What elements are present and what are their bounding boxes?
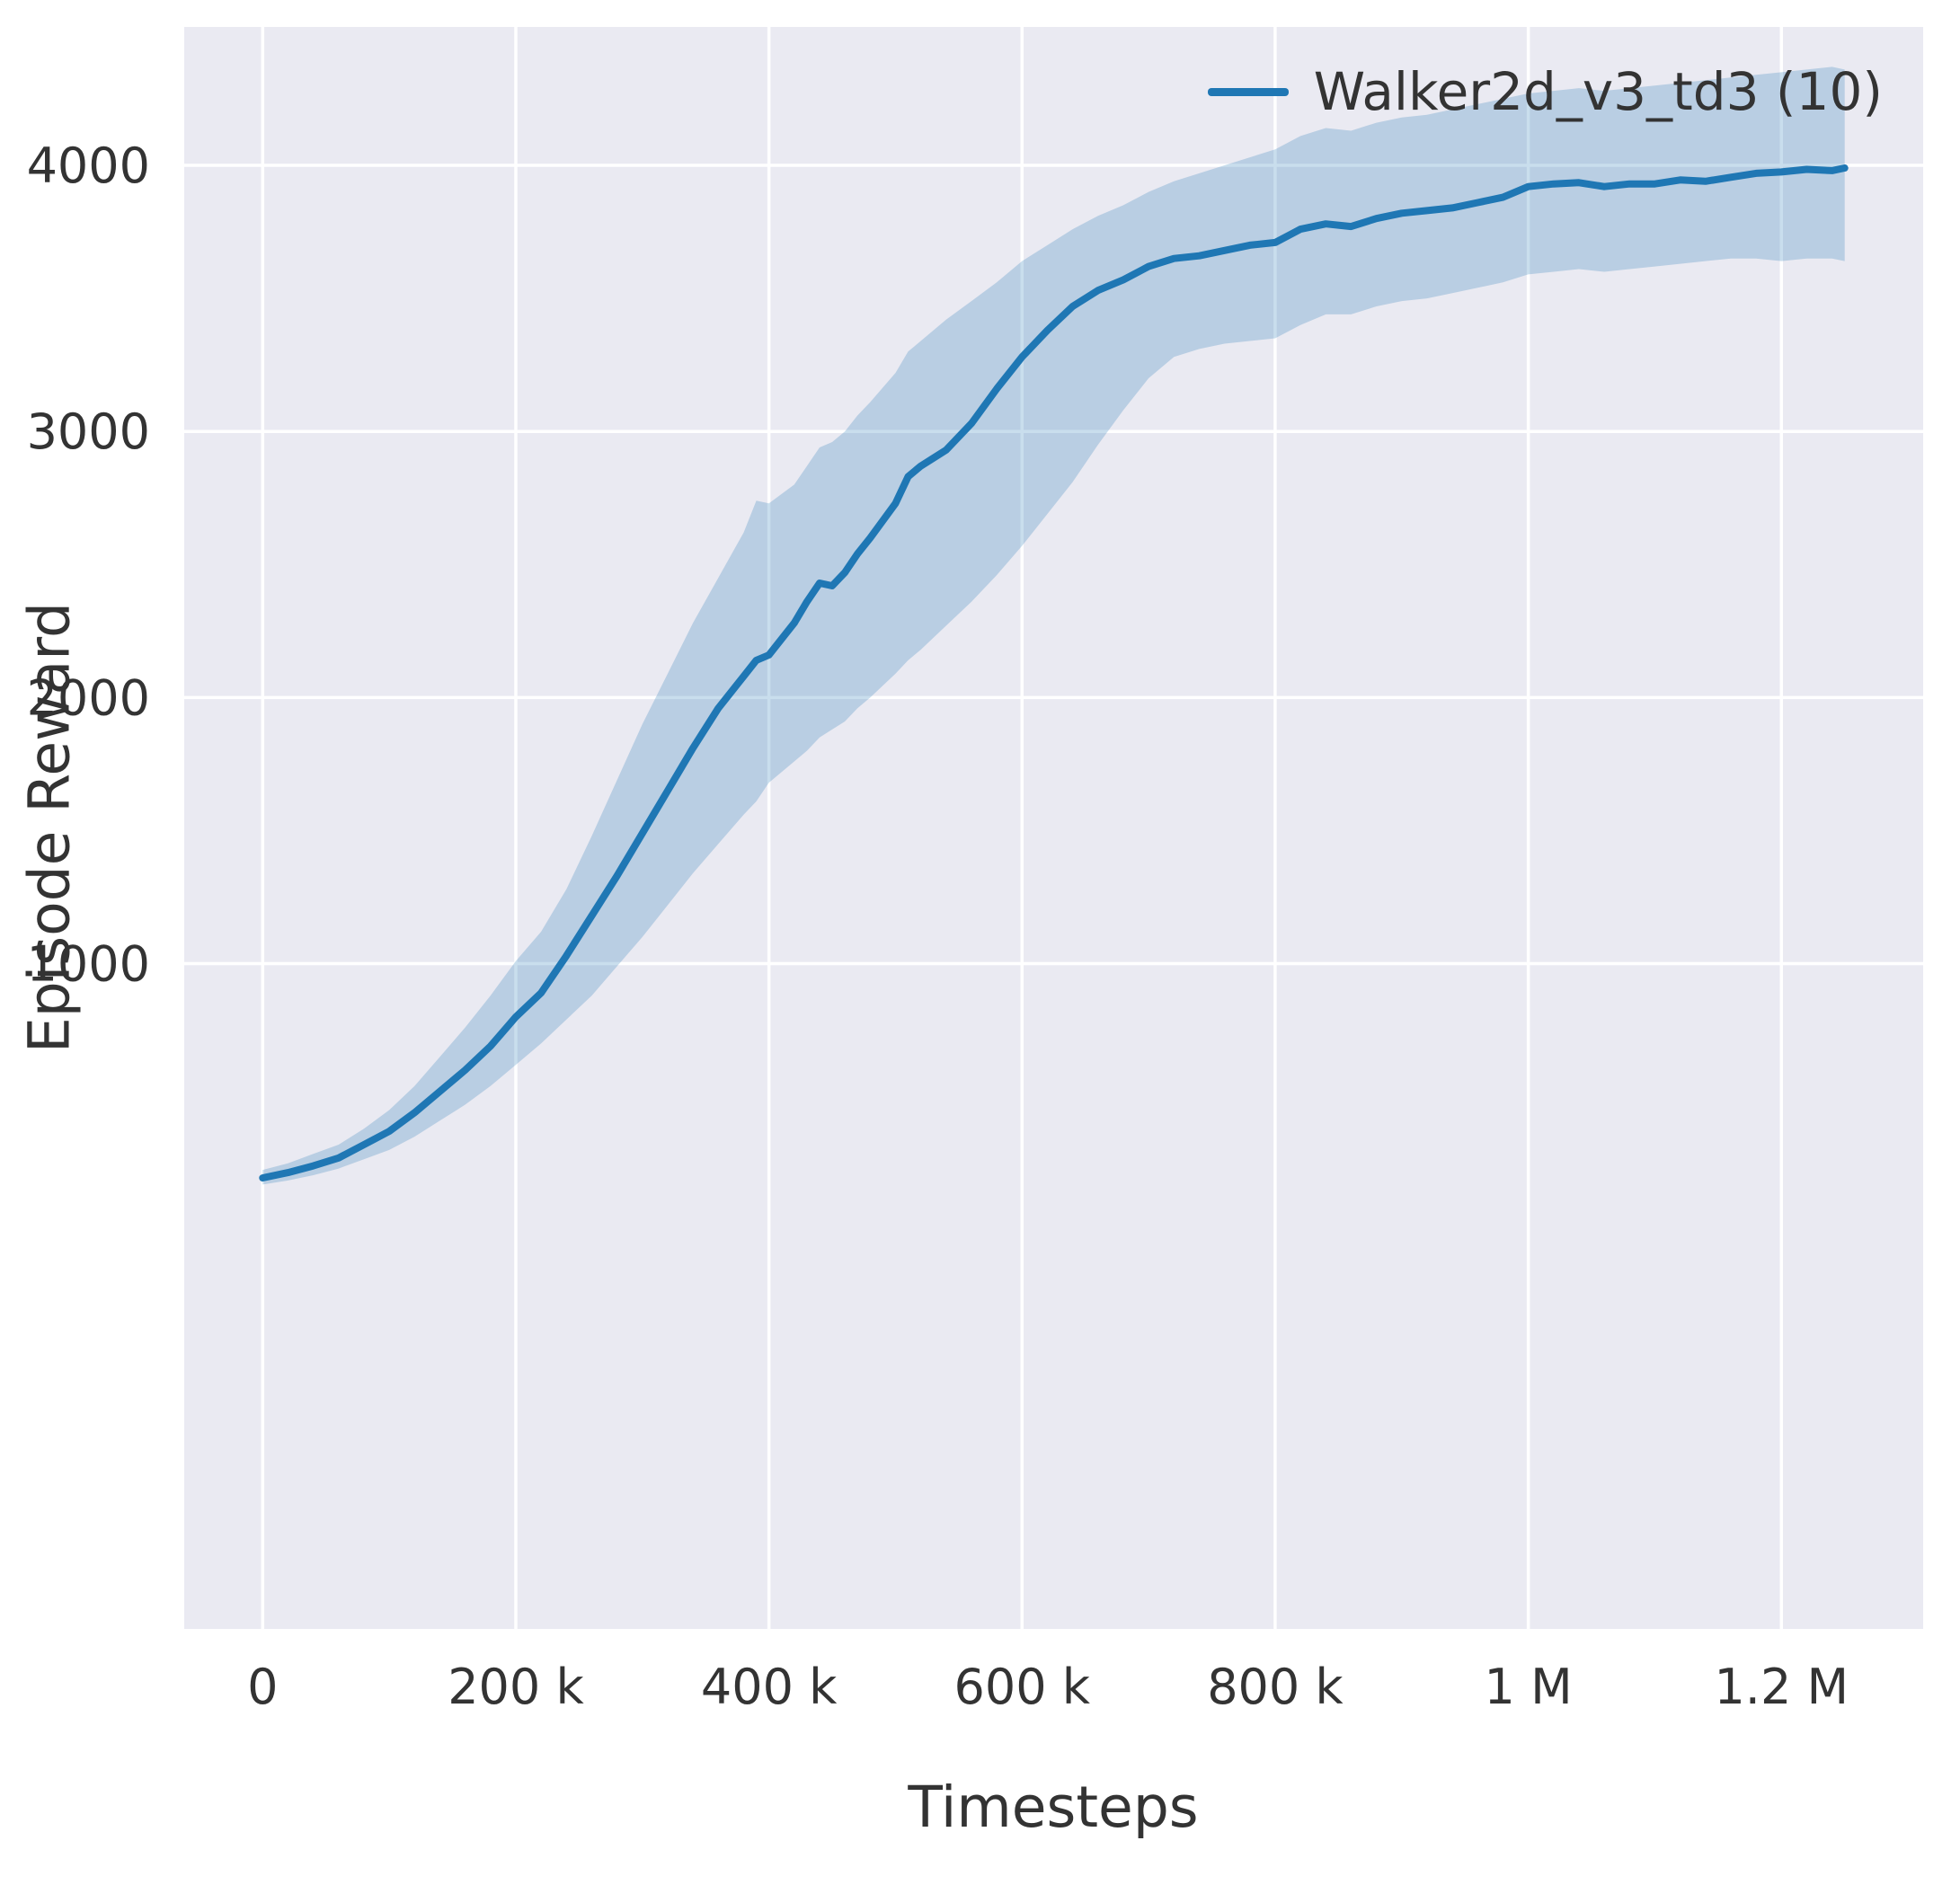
plot-area — [184, 27, 1923, 1629]
y-tick-label: 1000 — [27, 936, 150, 993]
x-tick-label: 1.2 M — [1714, 1659, 1849, 1715]
mean-line — [259, 164, 1849, 1181]
x-tick-label: 400 k — [701, 1659, 838, 1715]
y-tick-label: 4000 — [27, 137, 150, 194]
legend-label: Walker2d_v3_td3 (10) — [1313, 61, 1883, 122]
y-axis-label: Episode Reward — [16, 601, 83, 1054]
legend: Walker2d_v3_td3 (10) — [1207, 61, 1883, 122]
x-tick-label: 600 k — [954, 1659, 1091, 1715]
y-tick-label: 2000 — [27, 669, 150, 726]
y-tick-label: 3000 — [27, 403, 150, 460]
x-tick-label: 800 k — [1207, 1659, 1344, 1715]
x-tick-label: 1 M — [1485, 1659, 1573, 1715]
x-tick-label: 200 k — [448, 1659, 584, 1715]
x-tick-label: 0 — [247, 1659, 278, 1715]
confidence-band — [262, 66, 1845, 1185]
legend-line-swatch — [1207, 87, 1289, 96]
x-axis-label: Timesteps — [908, 1774, 1199, 1840]
